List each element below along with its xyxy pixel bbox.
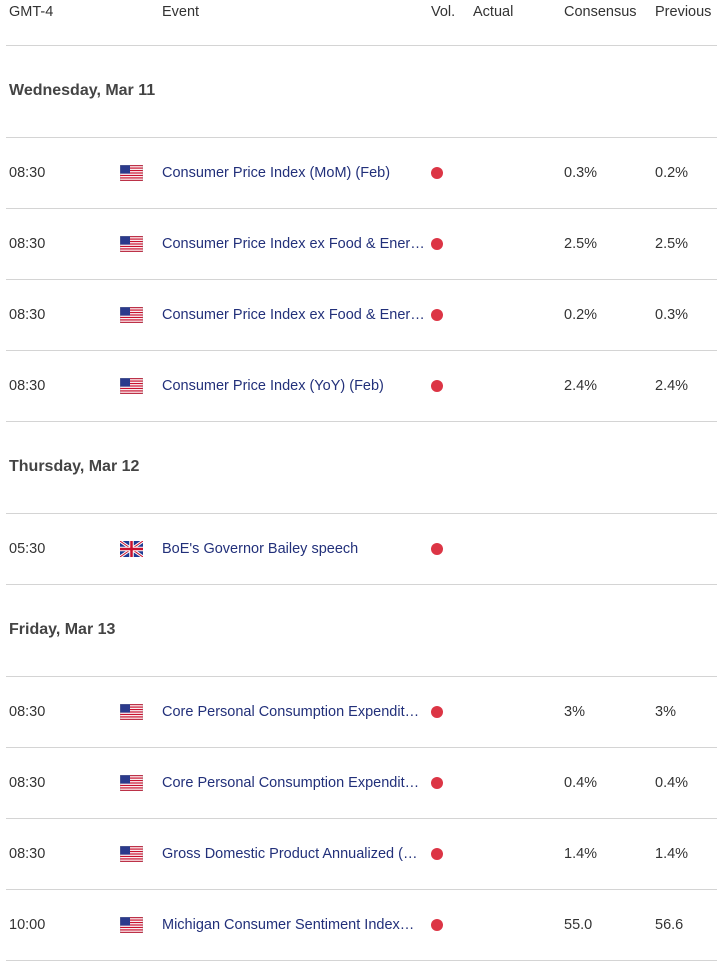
day-header: Wednesday, Mar 11	[6, 46, 717, 138]
event-name-link[interactable]: Core Personal Consumption Expendit…	[162, 775, 420, 791]
high-importance-dot-icon	[431, 777, 443, 789]
us-flag-icon	[120, 307, 143, 323]
actual-column-header: Actual	[473, 4, 514, 20]
event-time: 08:30	[9, 704, 46, 720]
event-name-link[interactable]: Consumer Price Index (MoM) (Feb)	[162, 165, 391, 181]
event-name-link[interactable]: Consumer Price Index ex Food & Ener…	[162, 236, 425, 252]
uk-flag-icon	[120, 541, 143, 557]
timezone-label[interactable]: GMT-4	[9, 4, 54, 20]
previous-column-header: Previous	[655, 4, 712, 20]
high-importance-dot-icon	[431, 380, 443, 392]
event-time: 08:30	[9, 165, 46, 181]
event-time: 08:30	[9, 236, 46, 252]
high-importance-dot-icon	[431, 706, 443, 718]
us-flag-icon	[120, 917, 143, 933]
event-name-link[interactable]: Consumer Price Index ex Food & Ener…	[162, 307, 425, 323]
consensus-value: 0.3%	[564, 165, 598, 181]
us-flag-icon	[120, 704, 143, 720]
day-label: Friday, Mar 13	[9, 621, 116, 638]
vol-column-header: Vol.	[431, 4, 456, 20]
event-time: 08:30	[9, 307, 46, 323]
consensus-value: 1.4%	[564, 846, 598, 862]
consensus-value: 55.0	[564, 917, 593, 933]
previous-value: 2.5%	[655, 236, 689, 252]
previous-value: 0.3%	[655, 307, 689, 323]
event-row[interactable]: 08:30 Consumer Price Index ex Food & Ener…	[6, 280, 717, 351]
event-time: 08:30	[9, 846, 46, 862]
consensus-column-header: Consensus	[564, 4, 637, 20]
event-time: 10:00	[9, 917, 46, 933]
event-row[interactable]: 08:30 Consumer Price Index ex Food & Ener…	[6, 209, 717, 280]
high-importance-dot-icon	[431, 309, 443, 321]
event-time: 08:30	[9, 378, 46, 394]
event-name-link[interactable]: Core Personal Consumption Expendit…	[162, 704, 420, 720]
consensus-value: 0.4%	[564, 775, 598, 791]
event-row[interactable]: 08:30 Core Personal Consumption Expendit……	[6, 677, 717, 748]
event-name-link[interactable]: BoE's Governor Bailey speech	[162, 541, 359, 557]
us-flag-icon	[120, 846, 143, 862]
event-row[interactable]: 08:30 Consumer Price Index (YoY) (Feb) 2.4…	[6, 351, 717, 422]
consensus-value: 0.2%	[564, 307, 598, 323]
previous-value: 1.4%	[655, 846, 689, 862]
day-label: Wednesday, Mar 11	[9, 82, 156, 99]
consensus-value: 2.4%	[564, 378, 598, 394]
high-importance-dot-icon	[431, 543, 443, 555]
calendar-header: GMT-4 Event Vol. Actual Consensus Previo…	[6, 0, 717, 46]
previous-value: 56.6	[655, 917, 684, 933]
event-name-link[interactable]: Consumer Price Index (YoY) (Feb)	[162, 378, 384, 394]
event-row[interactable]: 08:30 Consumer Price Index (MoM) (Feb) 0.3…	[6, 138, 717, 209]
previous-value: 2.4%	[655, 378, 689, 394]
event-row[interactable]: 10:00 Michigan Consumer Sentiment Index… 5…	[6, 890, 717, 961]
previous-value: 0.2%	[655, 165, 689, 181]
consensus-value: 2.5%	[564, 236, 598, 252]
event-row[interactable]: 08:30 Core Personal Consumption Expendit……	[6, 748, 717, 819]
us-flag-icon	[120, 378, 143, 394]
consensus-value: 3%	[564, 704, 585, 720]
day-label: Thursday, Mar 12	[9, 458, 140, 475]
event-time: 08:30	[9, 775, 46, 791]
event-row[interactable]: 08:30 Gross Domestic Product Annualized (…	[6, 819, 717, 890]
day-header: Thursday, Mar 12	[6, 422, 717, 514]
us-flag-icon	[120, 236, 143, 252]
previous-value: 3%	[655, 704, 676, 720]
high-importance-dot-icon	[431, 167, 443, 179]
high-importance-dot-icon	[431, 848, 443, 860]
previous-value: 0.4%	[655, 775, 689, 791]
us-flag-icon	[120, 165, 143, 181]
event-column-header: Event	[162, 4, 200, 20]
high-importance-dot-icon	[431, 238, 443, 250]
event-time: 05:30	[9, 541, 46, 557]
us-flag-icon	[120, 775, 143, 791]
event-row[interactable]: 05:30 BoE's Governor Bailey speech	[6, 514, 717, 585]
day-header: Friday, Mar 13	[6, 585, 717, 677]
event-name-link[interactable]: Gross Domestic Product Annualized (…	[162, 846, 418, 862]
event-name-link[interactable]: Michigan Consumer Sentiment Index…	[162, 917, 415, 933]
high-importance-dot-icon	[431, 919, 443, 931]
